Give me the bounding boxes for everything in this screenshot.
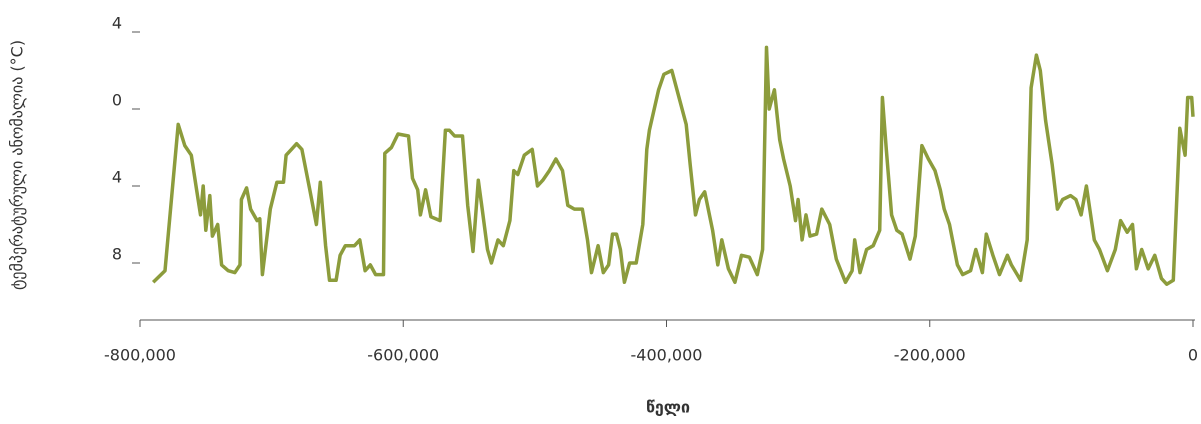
x-tick-label: -600,000 [367, 346, 439, 365]
x-axis-title: წელი [646, 398, 690, 417]
x-tick-label: -400,000 [631, 346, 703, 365]
x-tick-label: -200,000 [894, 346, 966, 365]
data-line [151, 45, 1195, 286]
y-tick-label: 4 [112, 14, 122, 33]
y-tick-label: 8 [112, 245, 122, 264]
y-tick-label: 4 [112, 168, 122, 187]
x-tick-label: 0 [1188, 346, 1198, 365]
y-axis-title: ტემპერატურული ანომალია (°C) [8, 40, 27, 290]
x-tick-label: -800,000 [104, 346, 176, 365]
y-tick-label: 0 [112, 91, 122, 110]
